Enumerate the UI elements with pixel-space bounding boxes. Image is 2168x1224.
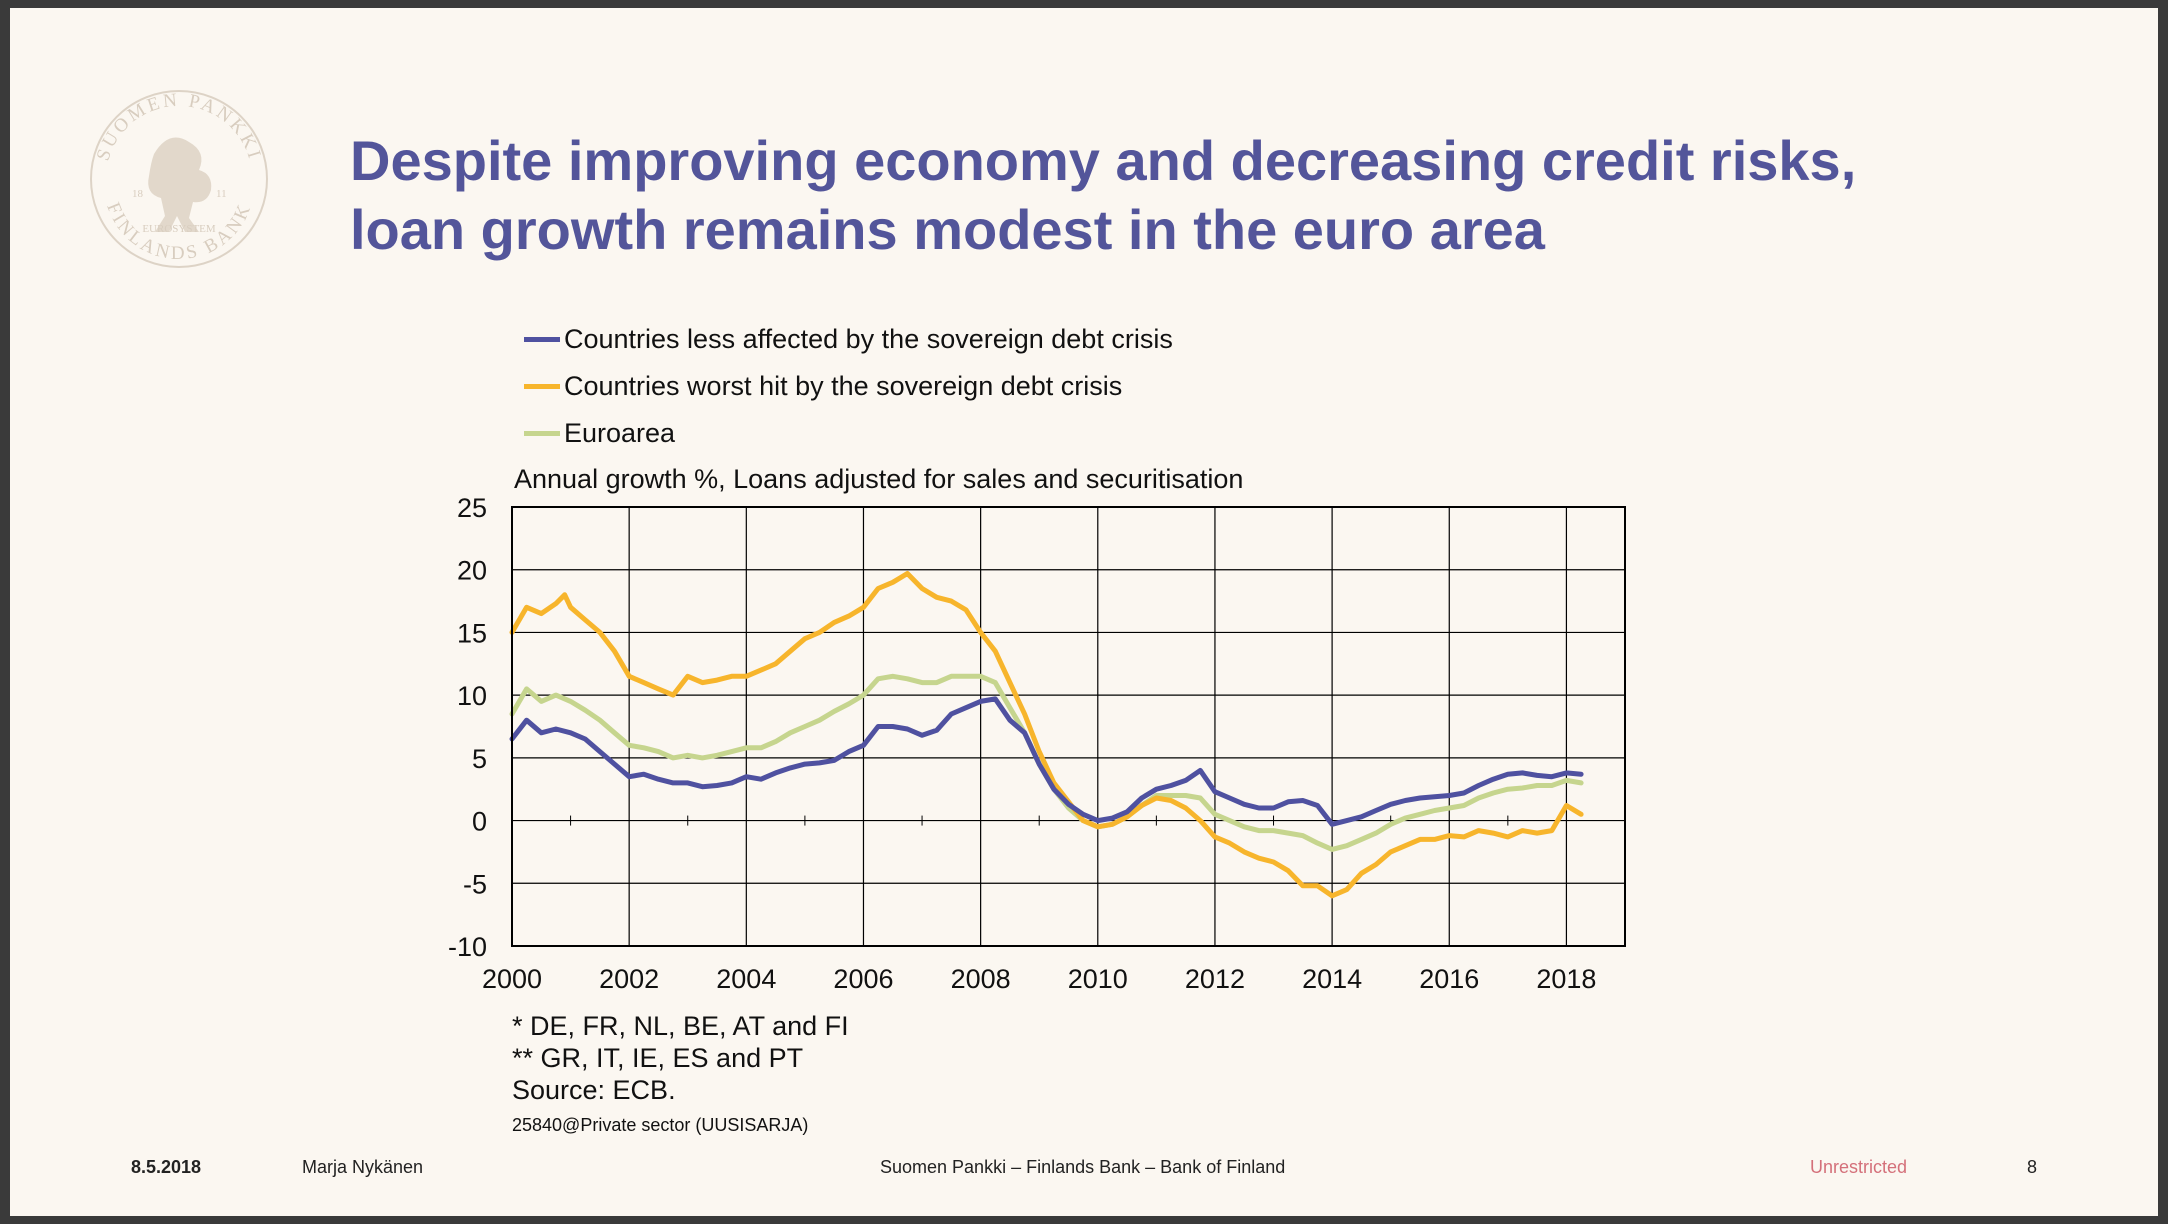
x-tick-label: 2006 (833, 964, 893, 994)
plot-area (512, 507, 1625, 946)
series-line-worst-hit (509, 571, 1584, 899)
seal-year-right: 11 (216, 188, 227, 200)
legend-item-less-affected: Countries less affected by the sovereign… (524, 316, 1173, 363)
legend-item-worst-hit: Countries worst hit by the sovereign deb… (524, 363, 1173, 410)
bank-seal-logo: SUOMEN PANKKI FINLANDS BANK 18 11 EUROSY… (90, 90, 268, 268)
y-tick-label: -5 (463, 869, 487, 899)
footer-center: Suomen Pankki – Finlands Bank – Bank of … (880, 1157, 1286, 1177)
x-tick-label: 2008 (951, 964, 1011, 994)
lion-icon (148, 137, 212, 232)
series-code: 25840@Private sector (UUSISARJA) (512, 1115, 809, 1135)
y-tick-label: 25 (457, 493, 487, 523)
footer-author: Marja Nykänen (302, 1157, 424, 1177)
footer-page-number: 8 (2027, 1157, 2038, 1177)
legend-label-worst-hit: Countries worst hit by the sovereign deb… (564, 371, 1123, 401)
title-line-1: Despite improving economy and decreasing… (350, 129, 1857, 192)
series-line-less-affected (509, 696, 1584, 827)
legend-swatch-less-affected (524, 337, 560, 342)
x-tick-label: 2000 (482, 964, 542, 994)
legend-label-euroarea: Euroarea (564, 418, 676, 448)
x-tick-label: 2004 (716, 964, 776, 994)
x-tick-label: 2016 (1419, 964, 1479, 994)
slide-title: Despite improving economy and decreasing… (350, 126, 2050, 264)
chart-title: Annual growth %, Loans adjusted for sale… (514, 464, 1244, 494)
x-tick-label: 2012 (1185, 964, 1245, 994)
seal-center-text: EUROSYSTEM (142, 223, 216, 235)
y-tick-label: 20 (457, 556, 487, 586)
legend-item-euroarea: Euroarea (524, 410, 1173, 457)
y-tick-label: 5 (472, 744, 487, 774)
note-less-affected: * DE, FR, NL, BE, AT and FI (512, 1011, 849, 1041)
note-worst-hit: ** GR, IT, IE, ES and PT (512, 1043, 804, 1073)
chart-notes: * DE, FR, NL, BE, AT and FI ** GR, IT, I… (512, 1010, 849, 1106)
legend-swatch-euroarea (524, 431, 560, 436)
x-tick-label: 2002 (599, 964, 659, 994)
legend-label-less-affected: Countries less affected by the sovereign… (564, 324, 1173, 354)
title-line-2: loan growth remains modest in the euro a… (350, 198, 1545, 261)
legend-swatch-worst-hit (524, 384, 560, 389)
y-tick-label: 10 (457, 681, 487, 711)
x-tick-label: 2018 (1536, 964, 1596, 994)
x-tick-label: 2010 (1068, 964, 1128, 994)
chart-legend: Countries less affected by the sovereign… (524, 316, 1173, 457)
footer-classification: Unrestricted (1810, 1157, 1908, 1177)
note-source: Source: ECB. (512, 1075, 676, 1105)
y-tick-label: 15 (457, 618, 487, 648)
y-tick-label: 0 (472, 807, 487, 837)
footer-date: 8.5.2018 (131, 1157, 202, 1177)
x-tick-label: 2014 (1302, 964, 1362, 994)
seal-year-left: 18 (132, 188, 144, 200)
y-tick-label: -10 (448, 932, 487, 962)
plot-border (511, 506, 1626, 947)
